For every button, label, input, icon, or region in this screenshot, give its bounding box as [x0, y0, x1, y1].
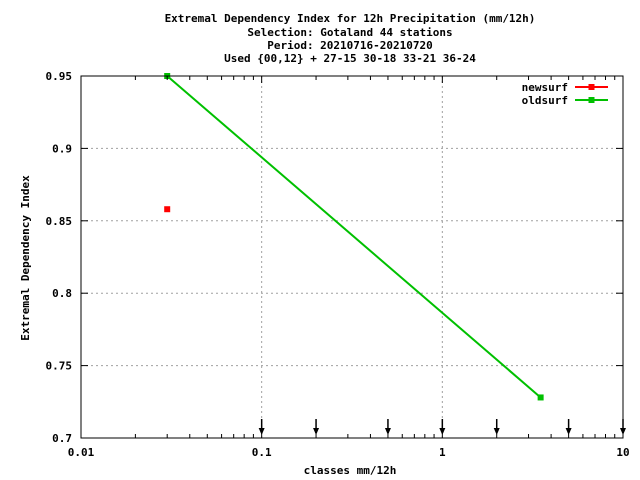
legend-label: newsurf [522, 81, 568, 94]
y-tick-label: 0.9 [52, 142, 72, 155]
series-line-oldsurf [166, 75, 542, 399]
class-marker-arrow [493, 428, 500, 435]
class-marker-arrow [565, 428, 572, 435]
x-tick-labels: 0.01 0.1 1 10 [68, 446, 630, 459]
chart-title-line-2: Selection: Gotaland 44 stations [247, 26, 452, 39]
y-tick-label: 0.95 [46, 70, 73, 83]
y-tick-label: 0.8 [52, 287, 72, 300]
legend-swatch-marker [588, 97, 595, 103]
grid [81, 76, 623, 438]
chart-title-line-4: Used {00,12} + 27-15 30-18 33-21 36-24 [224, 52, 476, 65]
legend-swatch-marker [588, 84, 595, 90]
y-tick-label: 0.75 [46, 360, 73, 373]
chart-title-line-1: Extremal Dependency Index for 12h Precip… [165, 12, 536, 25]
ticks [80, 75, 624, 439]
x-tick-label: 10 [616, 446, 629, 459]
x-tick-label: 0.1 [252, 446, 272, 459]
y-axis-label: Extremal Dependency Index [19, 175, 32, 341]
class-marker-arrow [384, 428, 391, 435]
x-tick-label: 1 [439, 446, 446, 459]
legend-label: oldsurf [522, 94, 568, 107]
plot-frame [80, 75, 624, 439]
series [164, 73, 544, 401]
series-point-oldsurf [537, 394, 544, 401]
class-marker-arrow [313, 428, 320, 435]
y-tick-labels: 0.7 0.75 0.8 0.85 0.9 0.95 [46, 70, 73, 445]
x-tick-label: 0.01 [68, 446, 95, 459]
y-tick-label: 0.85 [46, 215, 73, 228]
chart-title-line-3: Period: 20210716-20210720 [267, 39, 433, 52]
y-tick-label: 0.7 [52, 432, 72, 445]
series-point-newsurf [164, 206, 171, 213]
chart-title: Extremal Dependency Index for 12h Precip… [165, 12, 536, 65]
x-axis-label: classes mm/12h [304, 464, 397, 477]
